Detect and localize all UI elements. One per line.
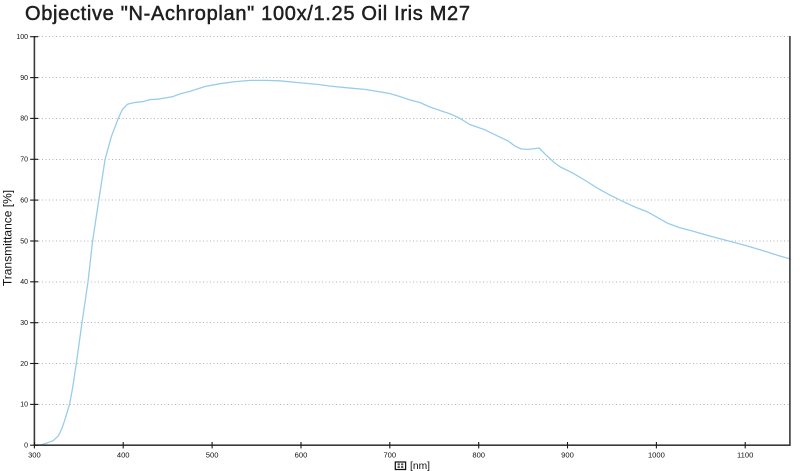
svg-text:500: 500: [206, 451, 219, 460]
svg-text:900: 900: [561, 451, 574, 460]
svg-text:Objective "N-Achroplan" 100x/1: Objective "N-Achroplan" 100x/1.25 Oil Ir…: [25, 3, 471, 25]
svg-text:400: 400: [117, 451, 130, 460]
svg-text:700: 700: [383, 451, 396, 460]
svg-text:30: 30: [20, 320, 28, 327]
svg-text:1100: 1100: [737, 451, 753, 460]
svg-text:0: 0: [24, 443, 28, 450]
svg-text:90: 90: [20, 75, 28, 82]
svg-text:100: 100: [16, 34, 28, 41]
svg-text:20: 20: [20, 361, 28, 368]
svg-text:10: 10: [20, 402, 28, 409]
svg-text:40: 40: [20, 279, 28, 286]
svg-text:1000: 1000: [648, 451, 665, 460]
svg-text:800: 800: [472, 451, 485, 460]
svg-text:70: 70: [20, 157, 28, 164]
svg-text:50: 50: [20, 238, 28, 245]
svg-text:60: 60: [20, 197, 28, 204]
svg-text:600: 600: [295, 451, 308, 460]
svg-text:Transmittance [%]: Transmittance [%]: [1, 190, 15, 286]
svg-text:80: 80: [20, 116, 28, 123]
svg-text:300: 300: [28, 451, 41, 460]
svg-text:[nm]: [nm]: [410, 461, 430, 471]
